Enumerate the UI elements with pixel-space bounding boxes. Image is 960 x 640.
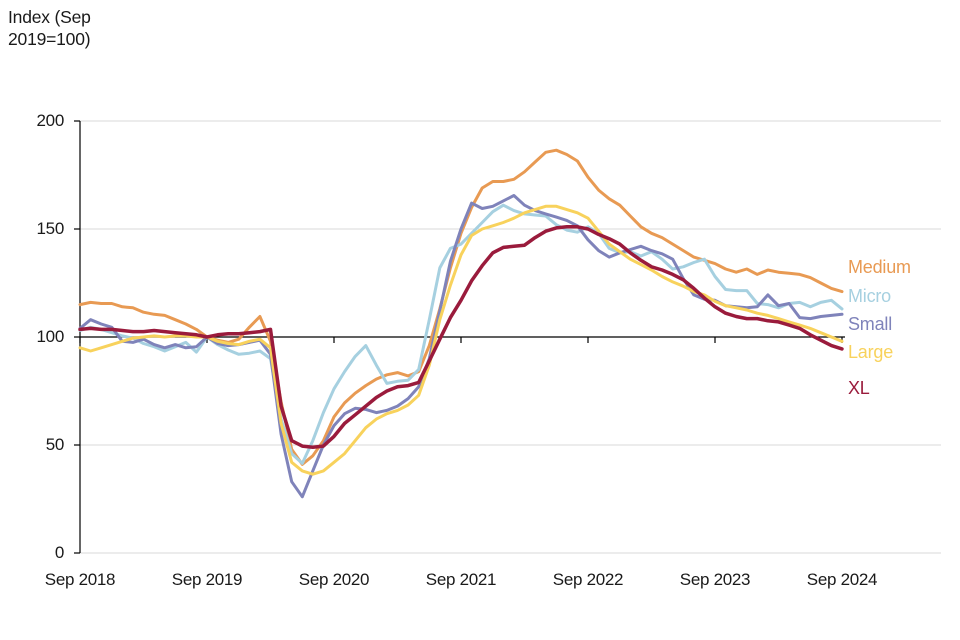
chart-title: Index (Sep 2019=100) [8, 7, 91, 49]
series-line-xl [78, 225, 844, 449]
x-axis-label: Sep 2022 [552, 570, 624, 589]
x-axis-label: Sep 2020 [298, 570, 370, 589]
legend-label-small: Small [848, 314, 893, 334]
x-axis-label: Sep 2021 [425, 570, 497, 589]
legend-label-medium: Medium [848, 257, 911, 277]
y-axis-label-150: 150 [36, 219, 65, 238]
x-axis-label: Sep 2018 [44, 570, 116, 589]
y-axis-label-200: 200 [36, 111, 65, 130]
y-axis-label-0: 0 [54, 543, 64, 562]
x-axis-label: Sep 2024 [806, 570, 878, 589]
y-axis-label-50: 50 [45, 435, 65, 454]
x-axis-label: Sep 2023 [679, 570, 751, 589]
legend-label-micro: Micro [848, 286, 891, 306]
x-axis-label: Sep 2019 [171, 570, 243, 589]
legend-label-xl: XL [848, 378, 870, 398]
legend-label-large: Large [848, 342, 894, 362]
series-line-small [78, 194, 844, 499]
y-axis-label-100: 100 [36, 327, 65, 346]
